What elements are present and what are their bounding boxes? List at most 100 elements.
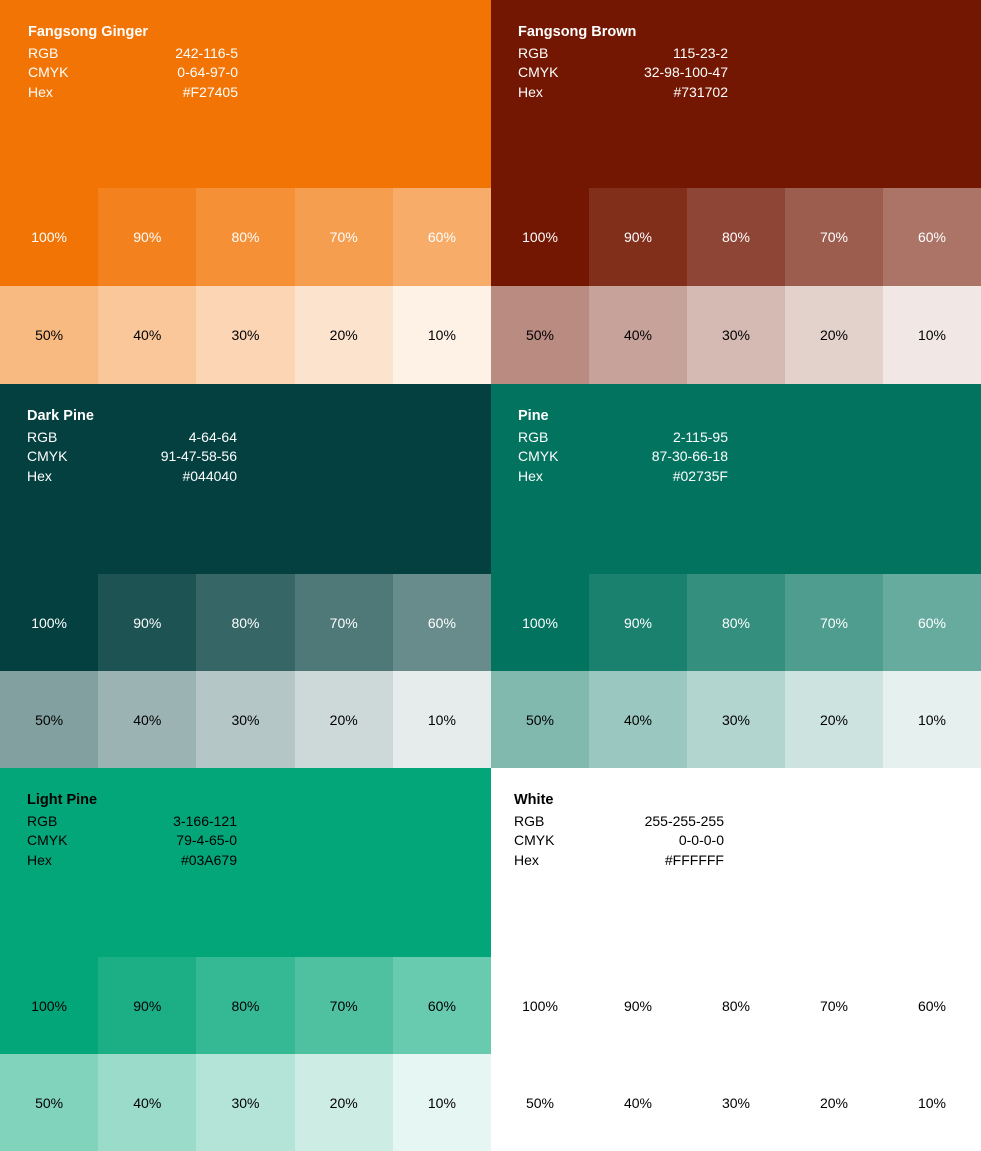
tint-swatch: 60% [392,574,491,671]
tint-swatch: 100% [0,188,99,286]
tint-swatch: 20% [785,1054,883,1151]
cmyk-row: CMYK 32-98-100-47 [518,63,728,83]
tint-swatch: 40% [98,1054,197,1151]
rgb-row: RGB 255-255-255 [514,812,724,832]
color-info: Fangsong Ginger RGB 242-116-5 CMYK 0-64-97… [28,23,238,102]
tint-swatch: 10% [392,1054,491,1151]
color-name: Pine [518,408,549,424]
base-color-block [491,768,981,957]
tint-swatch: 90% [589,957,687,1054]
tint-swatch: 10% [883,1054,981,1151]
cmyk-row: CMYK 79-4-65-0 [27,831,237,851]
hex-label: Hex [27,467,52,484]
rgb-label: RGB [28,44,59,61]
tint-swatch: 70% [294,188,393,286]
tint-swatch: 60% [883,188,981,286]
tint-swatch: 100% [491,957,589,1054]
rgb-row: RGB 2-115-95 [518,428,728,448]
cmyk-row: CMYK 87-30-66-18 [518,447,728,467]
rgb-row: RGB 3-166-121 [27,812,237,832]
tint-swatch: 50% [491,1054,589,1151]
tint-swatch: 50% [0,671,99,768]
tint-swatch: 80% [196,188,295,286]
tint-swatch: 70% [294,957,393,1054]
color-name: Dark Pine [27,408,94,424]
tint-swatch: 90% [98,957,197,1054]
hex-value: #02735F [672,467,728,484]
base-color-block [491,0,981,188]
tint-swatch: 100% [0,574,99,671]
color-name: Fangsong Ginger [28,24,149,40]
swatch-panel-fangsong-brown: Fangsong Brown RGB 115-23-2 CMYK 32-98-100… [491,0,981,384]
rgb-label: RGB [518,44,549,61]
tint-swatch: 30% [196,1054,295,1151]
cmyk-value: 0-64-97-0 [177,64,238,80]
tint-swatch: 60% [392,188,491,286]
tint-swatch: 60% [883,957,981,1054]
cmyk-value: 32-98-100-47 [643,64,728,80]
cmyk-label: CMYK [27,448,68,464]
tint-swatch: 80% [196,574,295,671]
color-info: Light Pine RGB 3-166-121 CMYK 79-4-65-0 He… [27,791,237,870]
hex-label: Hex [518,467,543,484]
color-info: White RGB 255-255-255 CMYK 0-0-0-0 Hex #FFF… [514,791,724,870]
tint-swatch: 40% [98,286,197,384]
base-color-block [0,0,491,188]
tint-swatch: 20% [294,286,393,384]
tint-swatch: 80% [687,574,785,671]
tint-swatch: 80% [687,957,785,1054]
tint-swatch: 90% [589,574,687,671]
cmyk-row: CMYK 0-0-0-0 [514,831,724,851]
rgb-label: RGB [518,428,549,445]
rgb-value: 115-23-2 [672,44,728,61]
hex-row: Hex #03A679 [27,851,237,871]
swatch-panel-dark-pine: Dark Pine RGB 4-64-64 CMYK 91-47-58-56 Hex… [0,384,491,768]
tint-swatch: 50% [0,1054,99,1151]
rgb-value: 242-116-5 [175,44,238,61]
cmyk-label: CMYK [28,64,69,80]
rgb-value: 4-64-64 [188,428,237,445]
hex-label: Hex [28,83,53,100]
cmyk-label: CMYK [27,832,68,848]
tint-swatch: 70% [785,574,883,671]
tint-swatch: 20% [785,671,883,768]
swatch-panel-fangsong-ginger: Fangsong Ginger RGB 242-116-5 CMYK 0-64-97… [0,0,491,384]
tint-swatch: 20% [294,671,393,768]
tint-swatch: 40% [98,671,197,768]
tint-swatch: 50% [491,671,589,768]
hex-value: #044040 [182,467,237,484]
tint-swatch: 100% [491,188,589,286]
cmyk-value: 79-4-65-0 [176,832,237,848]
hex-row: Hex #F27405 [28,83,238,103]
rgb-label: RGB [27,428,58,445]
tint-swatch: 40% [589,671,687,768]
tint-swatch: 40% [589,286,687,384]
rgb-value: 2-115-95 [672,428,728,445]
tint-swatch: 30% [687,286,785,384]
hex-row: Hex #731702 [518,83,728,103]
tint-swatch: 30% [196,671,295,768]
tint-swatch: 20% [785,286,883,384]
tint-swatch: 60% [883,574,981,671]
rgb-label: RGB [514,812,545,829]
swatch-panel-light-pine: Light Pine RGB 3-166-121 CMYK 79-4-65-0 He… [0,768,491,1151]
base-color-block [491,384,981,574]
tint-swatch: 10% [392,671,491,768]
color-name: Fangsong Brown [518,24,637,40]
rgb-value: 3-166-121 [173,812,237,829]
tint-swatch: 70% [785,188,883,286]
color-info: Fangsong Brown RGB 115-23-2 CMYK 32-98-100… [518,23,728,102]
cmyk-row: CMYK 0-64-97-0 [28,63,238,83]
tint-swatch: 80% [687,188,785,286]
tint-swatch: 50% [0,286,99,384]
tint-swatch: 10% [392,286,491,384]
hex-label: Hex [514,851,539,868]
tint-swatch: 50% [491,286,589,384]
hex-label: Hex [27,851,52,868]
cmyk-label: CMYK [518,64,559,80]
swatch-panel-white: White RGB 255-255-255 CMYK 0-0-0-0 Hex #FFF… [491,768,981,1151]
tint-swatch: 90% [589,188,687,286]
color-info: Pine RGB 2-115-95 CMYK 87-30-66-18 Hex #027… [518,407,728,486]
tint-swatch: 60% [392,957,491,1054]
rgb-row: RGB 242-116-5 [28,44,238,64]
